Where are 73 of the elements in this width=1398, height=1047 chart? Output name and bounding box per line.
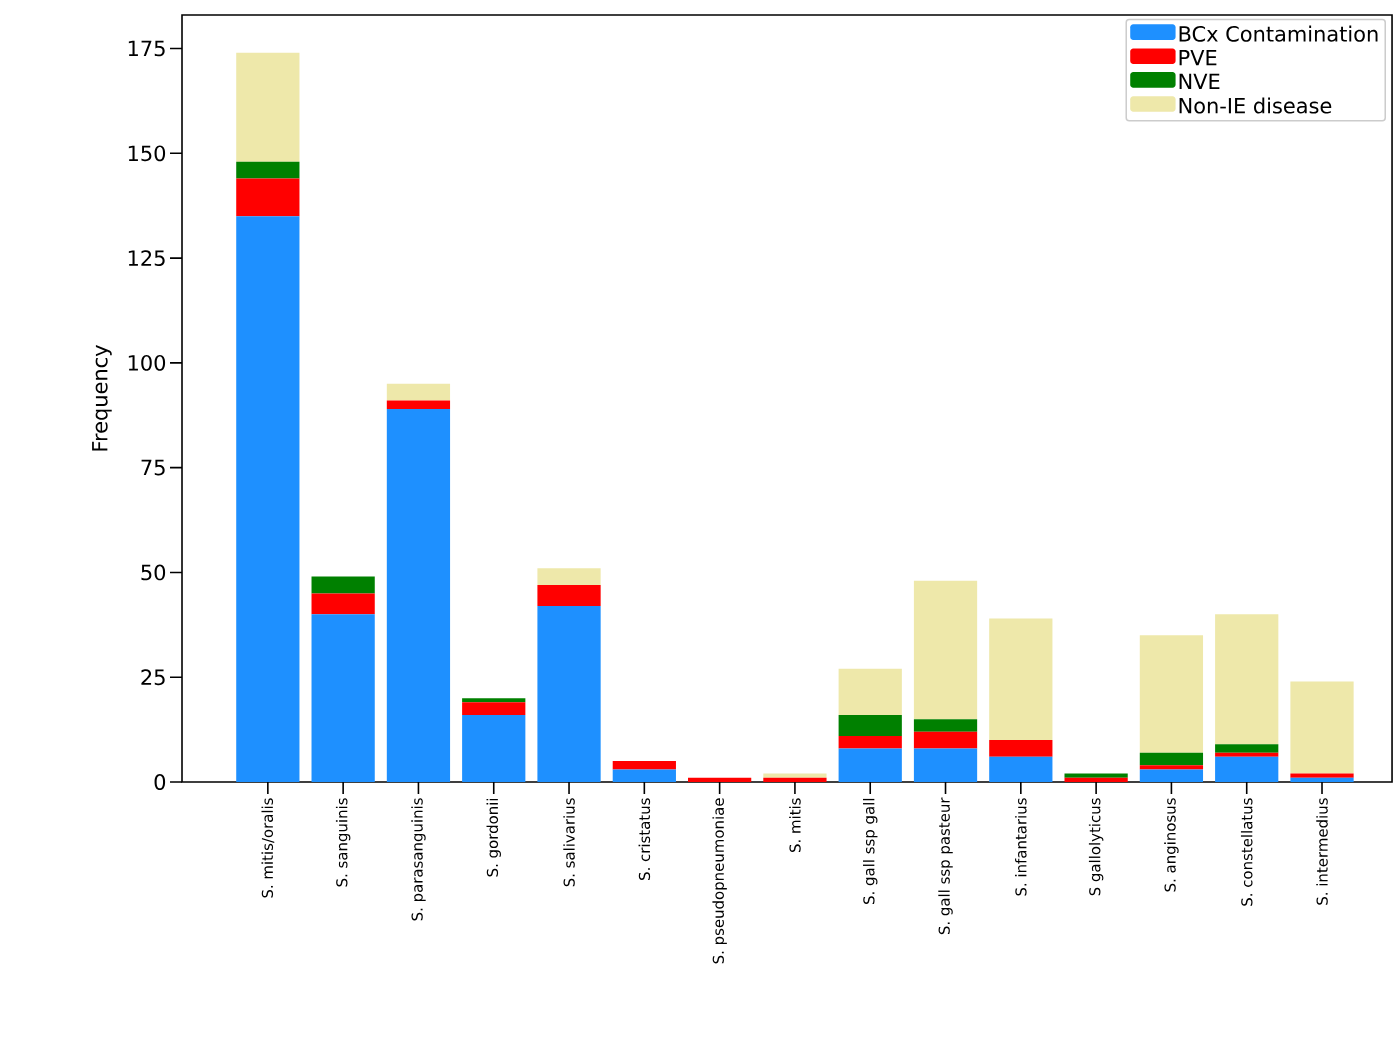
- legend-label: Non-IE disease: [1179, 97, 1332, 114]
- x-tick-label: S. salivarius: [563, 798, 575, 887]
- bar: [989, 740, 1053, 757]
- bar: [1139, 765, 1204, 770]
- bar: [386, 383, 451, 401]
- bar: [913, 731, 978, 749]
- bar: [462, 714, 526, 782]
- y-tick-label: 0: [154, 774, 166, 790]
- x-tick-label: S. mitis/oralis: [261, 798, 275, 898]
- bar: [913, 719, 978, 732]
- bar: [311, 576, 375, 594]
- x-tick-label: S. anginosus: [1164, 798, 1179, 892]
- x-tick-label: S. gall ssp pasteur: [938, 797, 953, 935]
- y-tick-label: 25: [141, 669, 165, 686]
- bar: [1139, 769, 1204, 782]
- bar: [1139, 752, 1204, 766]
- bar: [688, 777, 752, 782]
- bar: [612, 769, 676, 782]
- bar: [838, 668, 902, 715]
- bar: [1064, 777, 1128, 782]
- bar: [1215, 744, 1279, 753]
- y-axis-title: Frequency: [92, 345, 112, 451]
- bar: [236, 216, 300, 782]
- bar: [386, 400, 451, 409]
- bar: [236, 178, 300, 217]
- bar: [838, 714, 902, 736]
- x-tick-label: S. constellatus: [1240, 798, 1253, 906]
- bar: [537, 568, 601, 585]
- legend-label: BCx Contamination: [1179, 25, 1378, 42]
- bar: [612, 761, 676, 770]
- bar: [1215, 756, 1279, 782]
- y-tick-label: 175: [128, 40, 165, 57]
- bar: [311, 593, 375, 615]
- y-tick-label: 100: [128, 354, 166, 371]
- y-tick-label: 150: [128, 145, 166, 162]
- bar: [763, 777, 827, 782]
- x-tick-label: S. gordonii: [486, 798, 501, 877]
- bar: [462, 698, 526, 703]
- bar: [537, 605, 601, 782]
- bar: [386, 408, 451, 782]
- x-tick-label: S. parasanguinis: [411, 798, 426, 921]
- x-tick-label: S. sanguinis: [335, 798, 351, 887]
- bar: [1064, 773, 1128, 778]
- bar: [1215, 752, 1279, 757]
- x-tick-label: S. mitis: [789, 798, 801, 853]
- x-tick-label: S. cristatus: [638, 798, 651, 880]
- bar: [311, 614, 375, 782]
- x-tick-label: S. intermedius: [1316, 798, 1328, 905]
- x-tick-label: S gallolyticus: [1088, 798, 1104, 896]
- bar: [1139, 635, 1204, 753]
- bar: [838, 735, 902, 749]
- y-tick-label: 125: [128, 250, 165, 266]
- bar: [236, 52, 300, 162]
- bar: [1290, 681, 1354, 774]
- x-tick-label: S. gall ssp gall: [863, 798, 878, 904]
- bar: [1290, 777, 1354, 782]
- y-tick-label: 75: [141, 459, 165, 476]
- bar: [537, 585, 601, 606]
- bar: [462, 702, 526, 715]
- legend-label: NVE: [1179, 73, 1220, 89]
- legend-label: PVE: [1179, 49, 1217, 66]
- bar: [989, 756, 1053, 782]
- y-tick-label: 50: [141, 564, 166, 581]
- bar: [236, 161, 300, 179]
- bar: [989, 618, 1053, 741]
- bar: [838, 748, 902, 782]
- bar: [913, 580, 978, 720]
- x-tick-label: S. infantarius: [1015, 798, 1027, 896]
- bar: [763, 773, 827, 778]
- bar: [913, 748, 978, 782]
- bar: [1290, 773, 1354, 778]
- bar: [1215, 614, 1279, 745]
- x-tick-label: S. pseudopneumoniae: [712, 798, 727, 964]
